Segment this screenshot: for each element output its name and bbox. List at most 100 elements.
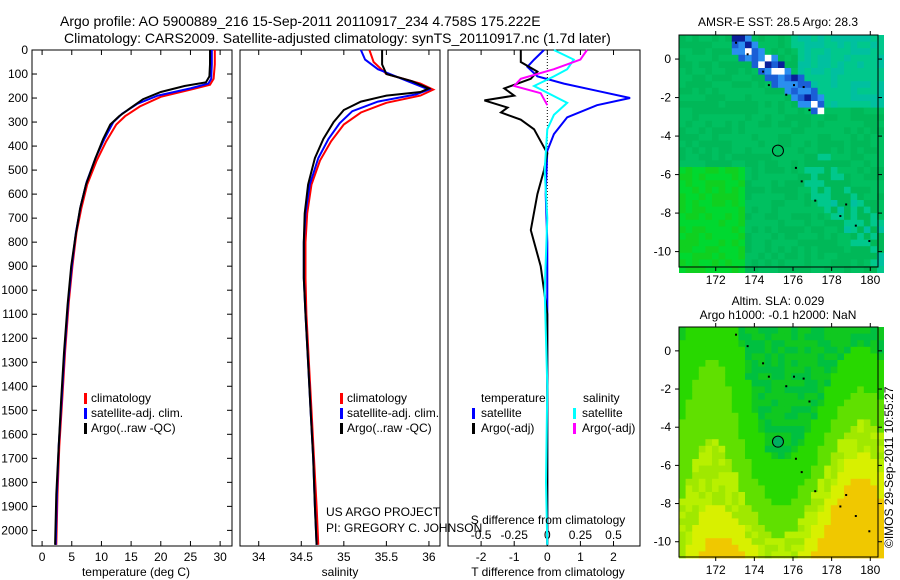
map-cell: [698, 114, 706, 122]
map-cell: [877, 379, 884, 387]
map-cell: [797, 360, 805, 367]
map-cell: [679, 327, 686, 334]
map-cell: [870, 386, 878, 394]
map-cell: [850, 167, 858, 174]
map-cell: [863, 472, 871, 480]
map-cell: [705, 127, 713, 135]
map-cell: [837, 226, 845, 234]
map-cell: [824, 219, 832, 227]
map-cell: [844, 167, 851, 174]
map-cell: [804, 233, 812, 240]
map-cell: [863, 219, 871, 227]
map-cell: [850, 465, 858, 473]
map-cell: [870, 498, 878, 506]
map-cell: [758, 472, 766, 480]
map-cell: [857, 259, 865, 267]
map-cell: [692, 399, 700, 407]
map-cell: [725, 153, 733, 161]
map-cell: [764, 498, 772, 506]
map-cell: [804, 94, 812, 102]
map-cell: [738, 406, 746, 414]
map-cell: [877, 399, 884, 407]
map-cell: [830, 48, 838, 56]
map-cell: [698, 193, 706, 201]
map-cell: [731, 147, 739, 155]
map-cell: [870, 74, 878, 82]
map-cell: [784, 452, 792, 460]
map-cell: [784, 366, 792, 374]
map-cell: [804, 531, 812, 539]
map-cell: [725, 134, 733, 141]
map-cell: [698, 180, 706, 188]
map-cell: [811, 81, 818, 89]
map-cell: [705, 366, 713, 374]
map-cell: [745, 239, 752, 247]
map-cell: [771, 147, 779, 155]
map-cell: [731, 266, 739, 273]
map-cell: [738, 432, 746, 440]
map-cell: [784, 353, 792, 361]
map-cell: [745, 259, 752, 267]
map-cell: [804, 87, 812, 95]
map-cell: [863, 180, 871, 188]
map-cell: [811, 360, 818, 367]
map-cell: [857, 41, 865, 49]
map-cell: [830, 35, 838, 42]
map-cell: [764, 525, 772, 532]
map-cell: [837, 74, 845, 82]
map-cell: [751, 419, 759, 427]
map-cell: [850, 186, 858, 194]
map-cell: [751, 373, 759, 381]
map-cell: [738, 167, 746, 174]
map-cell: [764, 538, 772, 546]
map-cell: [751, 127, 759, 135]
map-cell: [824, 544, 832, 552]
map-cell: [751, 492, 759, 499]
map-cell: [751, 147, 759, 155]
map-cell: [837, 246, 845, 254]
map-cell: [758, 134, 766, 141]
map-cell: [877, 386, 884, 394]
map-cell: [738, 107, 746, 115]
map-cell: [705, 386, 713, 394]
map-cell: [824, 246, 832, 254]
map-cell: [811, 346, 818, 354]
plot-frame: [239, 49, 441, 547]
map-cell: [725, 101, 733, 108]
map-cell: [797, 252, 805, 260]
map-cell: [863, 147, 871, 155]
map-cell: [725, 226, 733, 234]
map-cell: [877, 266, 884, 273]
map-cell: [712, 426, 719, 433]
y-tick-label: 300: [8, 115, 28, 129]
map-cell: [692, 167, 700, 174]
map-cell: [725, 239, 733, 247]
map-cell: [685, 94, 693, 102]
map-cell: [784, 239, 792, 247]
map-cell: [685, 48, 693, 56]
map-cell: [791, 54, 799, 62]
map-cell: [764, 54, 772, 62]
map-cell: [863, 68, 871, 75]
map-cell: [731, 160, 739, 168]
map-cell: [731, 505, 739, 513]
map-cell: [817, 360, 825, 367]
map-cell: [784, 87, 792, 95]
map-cell: [712, 200, 719, 207]
map-cell: [877, 492, 884, 499]
map-cell: [764, 445, 772, 453]
map-cell: [718, 485, 726, 493]
map-cell: [685, 393, 693, 400]
map-cell: [824, 379, 832, 387]
map-cell: [844, 153, 851, 161]
map-cell: [850, 492, 858, 499]
map-cell: [850, 61, 858, 69]
island-mark: [854, 224, 857, 227]
map-cell: [679, 239, 686, 247]
map-cell: [863, 426, 871, 433]
map-cell: [764, 239, 772, 247]
map-cell: [804, 246, 812, 254]
map-cell: [784, 525, 792, 532]
map-cell: [817, 538, 825, 546]
map-cell: [705, 252, 713, 260]
